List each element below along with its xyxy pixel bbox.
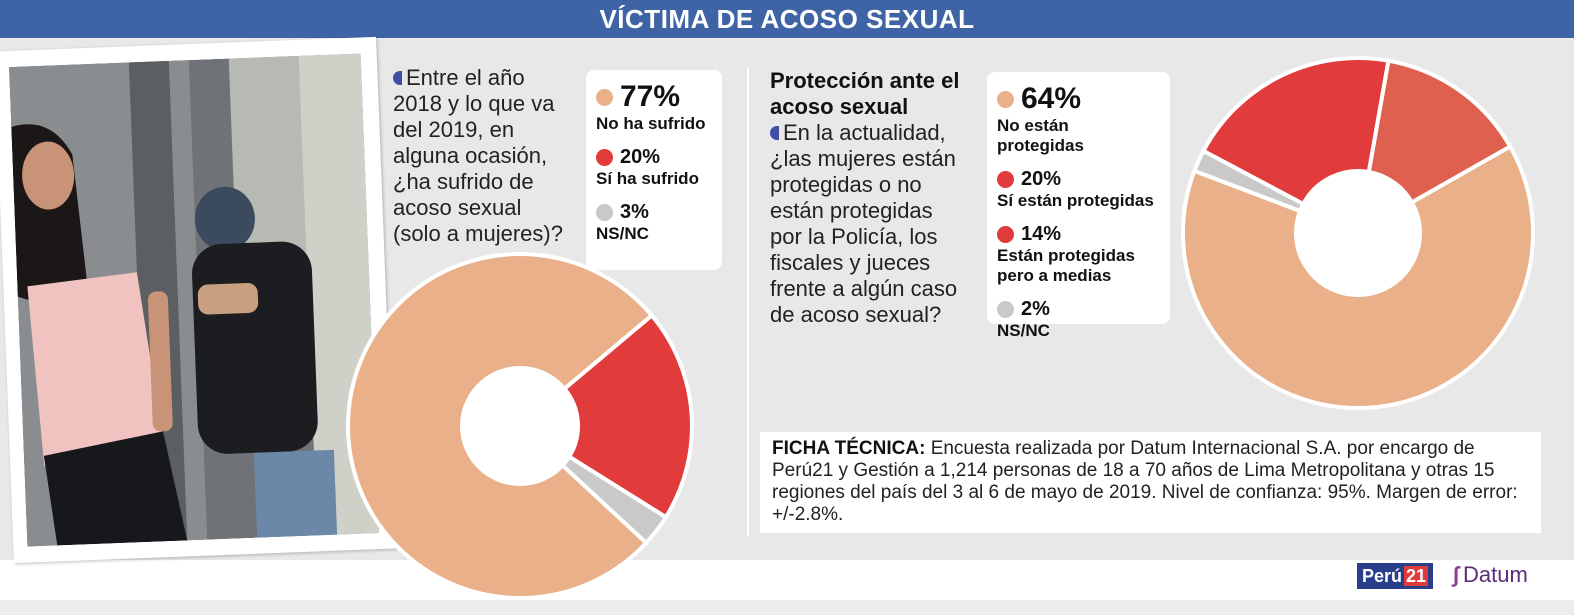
donut-chart-right (1181, 56, 1535, 410)
legend-card-right: 64% No están protegidas 20% Sí están pro… (987, 72, 1170, 340)
legend-item: 3% NS/NC (596, 201, 712, 244)
legend-label: Están protegidas pero a medias (997, 246, 1135, 285)
donut-hole (462, 368, 578, 484)
ficha-tecnica: FICHA TÉCNICA: Encuesta realizada por Da… (760, 432, 1541, 533)
half-circle-bullet-icon (770, 126, 779, 140)
legend-dot (997, 90, 1014, 108)
legend-item: 77% No ha sufrido (596, 80, 712, 134)
legend-value: 64% (1021, 82, 1082, 115)
left-question: Entre el año 2018 y lo que va del 2019, … (393, 65, 563, 246)
legend-label: NS/NC (997, 321, 1050, 340)
ficha-label: FICHA TÉCNICA: (772, 438, 926, 459)
datum-logo-icon: ∫ (1453, 562, 1460, 587)
photo (8, 53, 380, 547)
donut-chart-left (346, 252, 694, 600)
legend-label: No ha sufrido (596, 114, 706, 133)
peru21-logo-number: 21 (1404, 565, 1429, 586)
legend-item: 20% Sí ha sufrido (596, 146, 712, 189)
right-section-title: Protección ante el acoso sexual (770, 68, 960, 119)
legend-label: No están protegidas (997, 116, 1084, 155)
legend-value: 14% (1021, 223, 1062, 245)
legend-dot (997, 301, 1014, 318)
peru21-logo: Perú 21 (1357, 563, 1433, 589)
street-photo-illustration (8, 53, 380, 547)
footer-bar (0, 560, 1574, 600)
legend-value: 77% (620, 80, 681, 113)
legend-value: 3% (620, 201, 649, 223)
photo-frame (0, 36, 396, 564)
legend-value: 20% (1021, 168, 1062, 190)
datum-logo: ∫ Datum (1453, 560, 1528, 590)
legend-dot (997, 171, 1014, 188)
legend-item: 20% Sí están protegidas (997, 168, 1160, 211)
title-bar: VÍCTIMA DE ACOSO SEXUAL (0, 0, 1574, 38)
legend-label: Sí están protegidas (997, 191, 1154, 210)
legend-item: 64% No están protegidas (997, 82, 1160, 156)
legend-label: NS/NC (596, 224, 649, 243)
ficha-text: Encuesta realizada por Datum Internacion… (772, 438, 1518, 525)
peru21-logo-text: Perú (1361, 565, 1402, 586)
legend-card-left: 77% No ha sufrido 20% Sí ha sufrido 3% N… (586, 70, 722, 270)
page-title: VÍCTIMA DE ACOSO SEXUAL (599, 3, 975, 34)
legend-item: 2% NS/NC (997, 298, 1160, 341)
half-circle-bullet-icon (393, 71, 402, 85)
legend-label: Sí ha sufrido (596, 169, 699, 188)
datum-logo-text: Datum (1463, 562, 1528, 587)
legend-dot (596, 88, 613, 106)
donut-hole (1296, 171, 1420, 295)
legend-dot (997, 226, 1014, 243)
legend-dot (596, 149, 613, 166)
legend-value: 20% (620, 146, 661, 168)
column-divider (747, 68, 749, 536)
legend-value: 2% (1021, 298, 1050, 320)
legend-dot (596, 204, 613, 221)
right-question: En la actualidad, ¿las mujeres están pro… (770, 120, 958, 327)
legend-item: 14% Están protegidas pero a medias (997, 223, 1160, 286)
